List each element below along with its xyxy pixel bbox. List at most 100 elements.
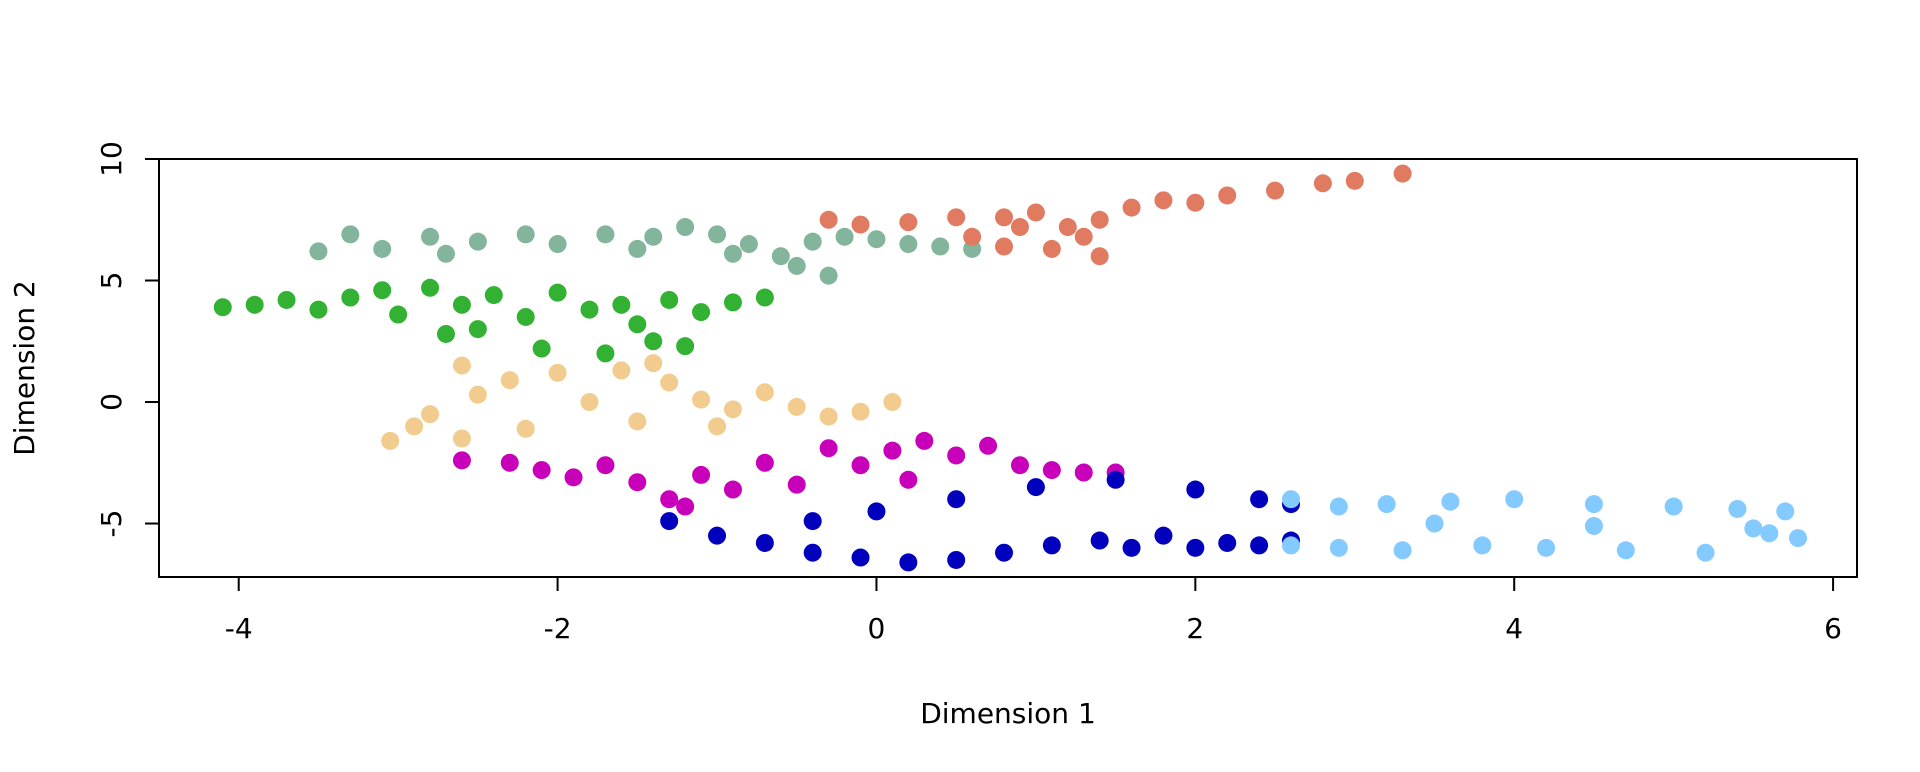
data-point (1441, 492, 1460, 511)
data-point (596, 225, 615, 244)
data-point (867, 502, 886, 521)
series-1 (819, 164, 1412, 266)
data-point (947, 446, 966, 465)
data-point (1728, 499, 1747, 518)
data-point (899, 213, 918, 232)
data-point (1042, 239, 1061, 258)
data-point (755, 453, 774, 472)
data-point (723, 293, 742, 312)
data-point (1122, 538, 1141, 557)
data-point (628, 239, 647, 258)
data-point (1266, 181, 1285, 200)
data-point (1393, 541, 1412, 560)
data-point (1026, 478, 1045, 497)
data-point (1505, 490, 1524, 509)
data-point (1760, 524, 1779, 543)
data-point (532, 339, 551, 358)
data-point (381, 431, 400, 450)
data-point (564, 468, 583, 487)
data-point (692, 465, 711, 484)
data-point (500, 371, 519, 390)
data-point (1106, 470, 1125, 489)
data-point (803, 512, 822, 531)
data-point (1042, 536, 1061, 555)
data-point (452, 356, 471, 375)
data-point (723, 244, 742, 263)
data-point (883, 441, 902, 460)
series-5 (660, 470, 1300, 572)
data-point (755, 533, 774, 552)
data-point (1345, 171, 1364, 190)
data-point (1393, 164, 1412, 183)
data-point (819, 266, 838, 285)
data-point (755, 383, 774, 402)
data-point (309, 242, 328, 261)
data-point (995, 237, 1014, 256)
data-point (644, 227, 663, 246)
data-point (548, 235, 567, 254)
y-tick-label: -5 (95, 510, 128, 538)
x-tick-label: 0 (868, 612, 886, 645)
data-point (436, 324, 455, 343)
data-point (548, 363, 567, 382)
data-point (1329, 538, 1348, 557)
data-point (452, 295, 471, 314)
data-point (389, 305, 408, 324)
data-point (899, 470, 918, 489)
data-point (1664, 497, 1683, 516)
data-point (421, 278, 440, 297)
x-tick-label: 2 (1186, 612, 1204, 645)
data-point (723, 400, 742, 419)
data-point (1377, 495, 1396, 514)
data-point (1154, 526, 1173, 545)
data-point (373, 281, 392, 300)
data-point (1250, 490, 1269, 509)
y-tick-label: 0 (95, 393, 128, 411)
data-point (1074, 463, 1093, 482)
data-point (708, 417, 727, 436)
data-point (947, 490, 966, 509)
data-point (1313, 174, 1332, 193)
data-point (755, 288, 774, 307)
data-point (1776, 502, 1795, 521)
data-point (1186, 480, 1205, 499)
data-point (245, 295, 264, 314)
y-axis-title: Dimension 2 (8, 280, 41, 456)
data-point (612, 361, 631, 380)
data-point (835, 227, 854, 246)
data-point (596, 456, 615, 475)
data-point (1090, 210, 1109, 229)
data-point (899, 553, 918, 572)
data-point (995, 543, 1014, 562)
data-point (421, 405, 440, 424)
data-point (787, 397, 806, 416)
data-point (1122, 198, 1141, 217)
data-point (660, 490, 679, 509)
data-point (1010, 218, 1029, 237)
data-point (468, 232, 487, 251)
x-axis-title: Dimension 1 (920, 697, 1096, 730)
data-point (1584, 495, 1603, 514)
data-point (1218, 186, 1237, 205)
data-point (660, 290, 679, 309)
data-point (468, 385, 487, 404)
data-point (676, 337, 695, 356)
data-point (1789, 529, 1808, 548)
data-point (899, 235, 918, 254)
data-point (580, 393, 599, 412)
data-point (596, 344, 615, 363)
data-point (819, 439, 838, 458)
data-point (516, 307, 535, 326)
y-tick-label: 5 (95, 272, 128, 290)
data-point (1154, 191, 1173, 210)
data-point (516, 225, 535, 244)
data-point (612, 295, 631, 314)
data-point (1074, 227, 1093, 246)
data-point (803, 232, 822, 251)
data-point (1696, 543, 1715, 562)
data-point (628, 473, 647, 492)
data-point (676, 497, 695, 516)
data-point (979, 436, 998, 455)
x-tick-label: 6 (1824, 612, 1842, 645)
